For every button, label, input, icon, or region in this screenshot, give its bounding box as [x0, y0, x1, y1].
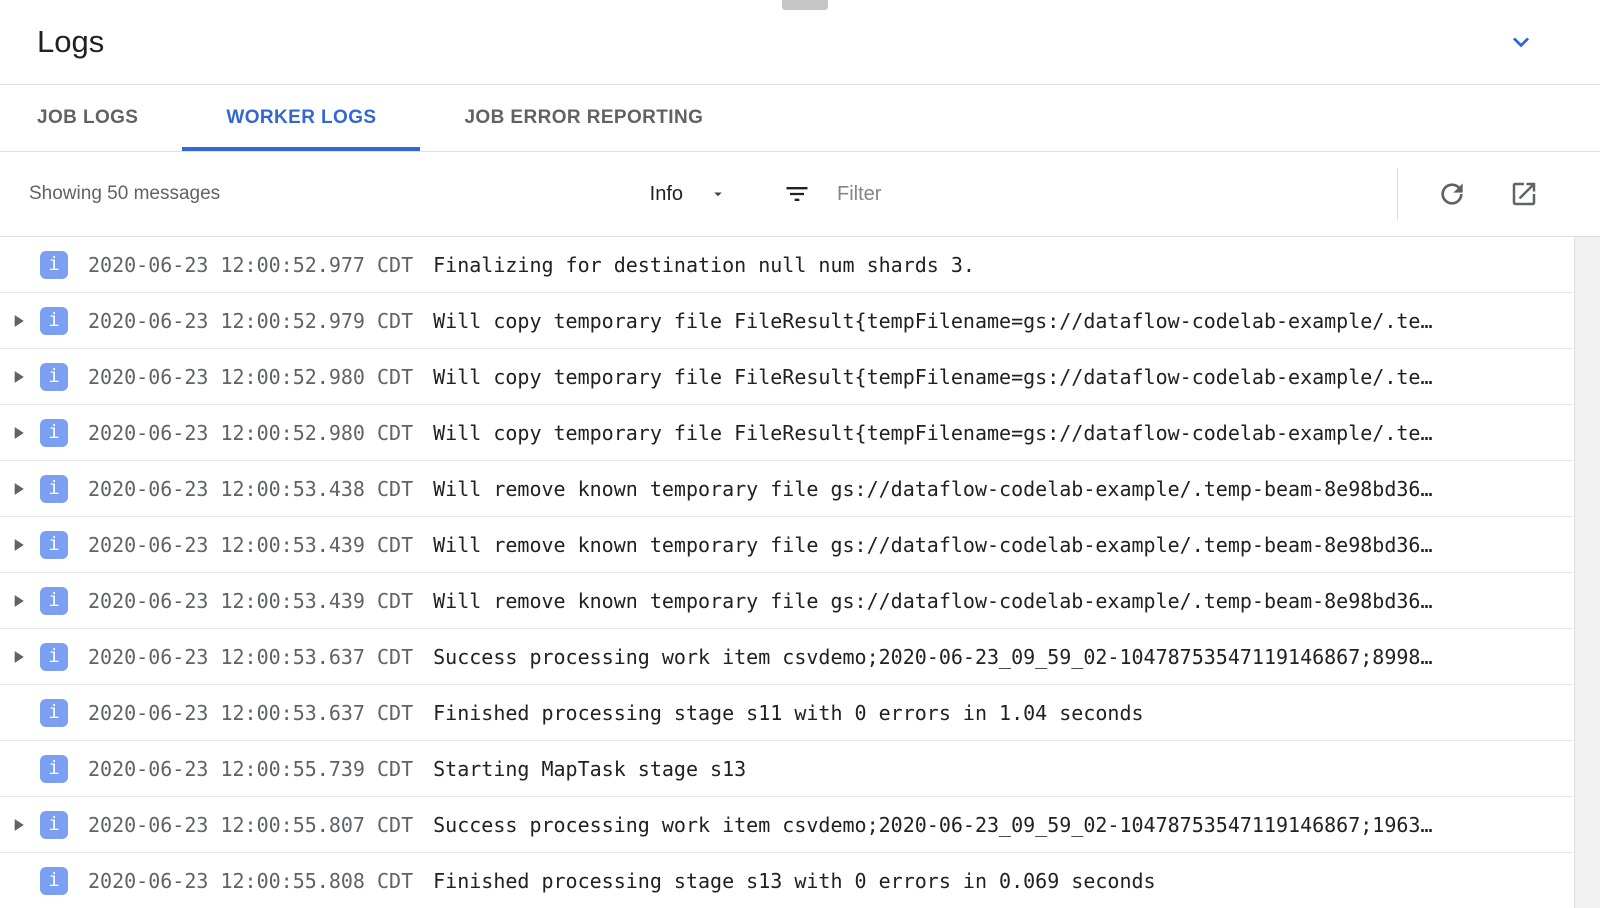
row-message: Will remove known temporary file gs://da…	[433, 476, 1433, 501]
expand-arrow-icon[interactable]	[8, 815, 28, 835]
row-timestamp: 2020-06-23 12:00:55.808 CDT	[88, 868, 414, 893]
info-severity-icon: i	[40, 586, 68, 615]
row-timestamp: 2020-06-23 12:00:53.637 CDT	[88, 700, 414, 725]
expand-arrow-icon[interactable]	[8, 367, 28, 387]
expand-arrow-icon[interactable]	[8, 311, 28, 331]
row-timestamp: 2020-06-23 12:00:53.637 CDT	[88, 644, 414, 669]
info-severity-icon: i	[40, 250, 68, 279]
scrollbar[interactable]	[1574, 237, 1600, 908]
row-message: Finalizing for destination null num shar…	[433, 252, 975, 277]
info-severity-icon: i	[40, 642, 68, 671]
log-row[interactable]: i 2020-06-23 12:00:55.807 CDT Success pr…	[0, 797, 1573, 853]
row-message: Finished processing stage s13 with 0 err…	[433, 868, 1156, 893]
log-row[interactable]: i 2020-06-23 12:00:55.808 CDT Finished p…	[0, 853, 1573, 908]
severity-dropdown[interactable]: Info	[650, 183, 727, 206]
log-row[interactable]: i 2020-06-23 12:00:55.739 CDT Starting M…	[0, 741, 1573, 797]
info-glyph: i	[48, 813, 60, 835]
info-glyph: i	[48, 869, 60, 891]
row-message: Will copy temporary file FileResult{temp…	[433, 308, 1433, 333]
log-row[interactable]: i 2020-06-23 12:00:52.979 CDT Will copy …	[0, 293, 1573, 349]
filter-list-button[interactable]	[783, 180, 811, 208]
log-row[interactable]: i 2020-06-23 12:00:53.438 CDT Will remov…	[0, 461, 1573, 517]
info-severity-icon: i	[40, 474, 68, 503]
info-glyph: i	[48, 645, 60, 667]
filter-list-icon	[783, 180, 811, 208]
row-message: Success processing work item csvdemo;202…	[433, 812, 1433, 837]
row-timestamp: 2020-06-23 12:00:52.980 CDT	[88, 364, 414, 389]
info-severity-icon: i	[40, 306, 68, 335]
panel-drag-handle[interactable]	[782, 0, 828, 10]
row-message: Finished processing stage s11 with 0 err…	[433, 700, 1144, 725]
severity-dropdown-value: Info	[649, 182, 683, 205]
info-glyph: i	[48, 253, 60, 275]
info-glyph: i	[48, 533, 60, 555]
refresh-icon	[1436, 178, 1468, 210]
toolbar-divider	[1397, 168, 1398, 220]
row-timestamp: 2020-06-23 12:00:53.438 CDT	[88, 476, 414, 501]
row-message: Starting MapTask stage s13	[433, 756, 747, 781]
tab-job-error-reporting[interactable]: JOB ERROR REPORTING	[464, 107, 704, 128]
row-message: Will remove known temporary file gs://da…	[433, 532, 1433, 557]
tab-worker-logs[interactable]: WORKER LOGS	[182, 85, 421, 151]
open-in-new-button[interactable]	[1502, 172, 1546, 216]
info-glyph: i	[48, 701, 60, 723]
info-severity-icon: i	[40, 866, 68, 895]
info-glyph: i	[48, 477, 60, 499]
log-toolbar: Showing 50 messages Info	[0, 152, 1600, 237]
row-message: Success processing work item csvdemo;202…	[433, 644, 1433, 669]
info-glyph: i	[48, 421, 60, 443]
info-severity-icon: i	[40, 362, 68, 391]
expand-arrow-icon[interactable]	[8, 423, 28, 443]
log-row[interactable]: i 2020-06-23 12:00:53.439 CDT Will remov…	[0, 517, 1573, 573]
log-row[interactable]: i 2020-06-23 12:00:52.977 CDT Finalizing…	[0, 237, 1573, 293]
open-in-new-icon	[1509, 179, 1539, 209]
info-glyph: i	[48, 757, 60, 779]
info-severity-icon: i	[40, 698, 68, 727]
info-severity-icon: i	[40, 418, 68, 447]
tab-job-logs[interactable]: JOB LOGS	[37, 107, 139, 128]
row-timestamp: 2020-06-23 12:00:55.739 CDT	[88, 756, 414, 781]
row-timestamp: 2020-06-23 12:00:52.977 CDT	[88, 252, 414, 277]
info-glyph: i	[48, 589, 60, 611]
panel-header: Logs	[0, 0, 1600, 85]
message-count-label: Showing 50 messages	[29, 183, 221, 204]
chevron-down-icon	[1505, 26, 1537, 58]
expand-arrow-icon[interactable]	[8, 647, 28, 667]
filter-input[interactable]	[837, 182, 1397, 206]
expand-arrow-icon[interactable]	[8, 591, 28, 611]
info-glyph: i	[48, 365, 60, 387]
row-timestamp: 2020-06-23 12:00:55.807 CDT	[88, 812, 414, 837]
collapse-panel-button[interactable]	[1504, 25, 1538, 59]
log-tabs: JOB LOGS WORKER LOGS JOB ERROR REPORTING	[0, 85, 1600, 152]
row-message: Will copy temporary file FileResult{temp…	[433, 420, 1433, 445]
log-row[interactable]: i 2020-06-23 12:00:52.980 CDT Will copy …	[0, 349, 1573, 405]
log-row[interactable]: i 2020-06-23 12:00:53.439 CDT Will remov…	[0, 573, 1573, 629]
row-message: Will remove known temporary file gs://da…	[433, 588, 1433, 613]
dropdown-caret-icon	[709, 185, 727, 203]
refresh-button[interactable]	[1430, 172, 1474, 216]
info-severity-icon: i	[40, 530, 68, 559]
expand-arrow-icon[interactable]	[8, 535, 28, 555]
row-timestamp: 2020-06-23 12:00:53.439 CDT	[88, 532, 414, 557]
row-message: Will copy temporary file FileResult{temp…	[433, 364, 1433, 389]
row-timestamp: 2020-06-23 12:00:53.439 CDT	[88, 588, 414, 613]
expand-arrow-icon[interactable]	[8, 479, 28, 499]
log-row[interactable]: i 2020-06-23 12:00:53.637 CDT Finished p…	[0, 685, 1573, 741]
log-list: i 2020-06-23 12:00:52.977 CDT Finalizing…	[0, 237, 1600, 908]
info-severity-icon: i	[40, 810, 68, 839]
log-row[interactable]: i 2020-06-23 12:00:52.980 CDT Will copy …	[0, 405, 1573, 461]
row-timestamp: 2020-06-23 12:00:52.980 CDT	[88, 420, 414, 445]
panel-title: Logs	[37, 24, 105, 59]
log-row[interactable]: i 2020-06-23 12:00:53.637 CDT Success pr…	[0, 629, 1573, 685]
info-severity-icon: i	[40, 754, 68, 783]
row-timestamp: 2020-06-23 12:00:52.979 CDT	[88, 308, 414, 333]
info-glyph: i	[48, 309, 60, 331]
